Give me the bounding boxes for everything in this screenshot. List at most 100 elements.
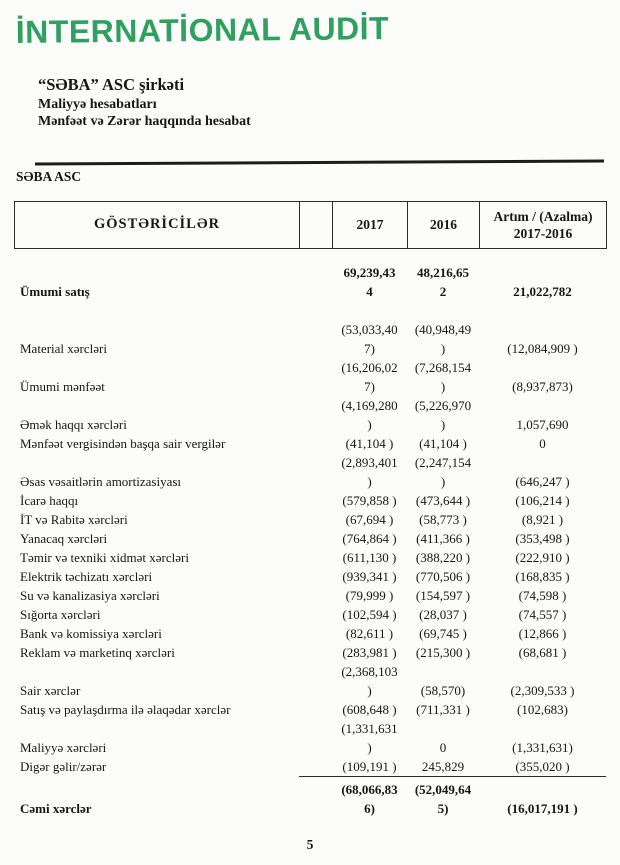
value-delta: 1,057,690 (516, 416, 569, 432)
value-delta: (2,309,533 ) (510, 682, 575, 698)
row-spacer (299, 529, 332, 548)
value-2016: (69,745 ) (419, 625, 467, 641)
row-label: Təmir və texniki xidmət xərcləri (20, 549, 189, 565)
value-delta: (355,020 ) (479, 756, 606, 777)
row-label: Su və kanalizasiya xərcləri (20, 587, 160, 603)
row-spacer (299, 567, 332, 586)
value-2016: 48,216,65 2 (417, 264, 469, 299)
value-delta: (1,331,631) (512, 739, 573, 755)
row-label: Satış və paylaşdırma ilə əlaqədar xərclə… (20, 701, 231, 717)
brand-title: İNTERNATİONAL AUDİT (15, 10, 390, 51)
value-delta: (8,937,873) (512, 378, 573, 394)
row-spacer (299, 719, 332, 757)
table-row: İT və Rabitə xərcləri (67,694 ) (58,773 ) (… (14, 510, 606, 529)
value-2017: (2,893,401) (341, 454, 398, 489)
value-2017: (764,864 ) (342, 530, 397, 546)
value-2017: (608,648 ) (342, 701, 397, 717)
row-spacer (299, 263, 332, 301)
table-row: Ümumi mənfəət (16,206,02 7) (7,268,154) (8,9… (14, 358, 606, 396)
value-2017: (2,368,103) (341, 663, 398, 698)
row-label: Digər gəlir/zərər (20, 759, 107, 775)
value-delta: (8,921 ) (521, 511, 564, 527)
row-label: Reklam və marketinq xərcləri (20, 644, 175, 660)
value-2016: (52,049,64 5) (414, 781, 472, 816)
table-row: Sair xərclər (2,368,103) (58,570) (2,309,53… (14, 662, 606, 700)
row-spacer (299, 776, 332, 818)
row-label: Elektrik təchizatı xərcləri (20, 568, 153, 584)
value-2016: 0 (439, 739, 447, 755)
value-delta: (646,247 ) (515, 473, 570, 489)
company-block: “SƏBA” ASC şirkəti Maliyyə hesabatları M… (38, 75, 606, 131)
value-2017: 69,239,43 4 (343, 264, 396, 299)
statement-body-table: Ümumi satış 69,239,43 4 48,216,65 2 21,022,78… (14, 263, 606, 818)
value-2016: (388,220 ) (415, 549, 471, 565)
value-2017: (611,130 ) (342, 549, 397, 565)
value-2017: (283,981 ) (342, 644, 397, 660)
column-header-2016: 2016 (407, 200, 480, 249)
value-2017: (4,169,280) (341, 397, 398, 432)
column-header-delta-line2: 2017-2016 (513, 225, 573, 241)
value-2016: (5,226,970) (414, 397, 472, 432)
table-row: Cəmi xərclər (68,066,83 6) (52,049,64 5) (16,… (14, 776, 606, 818)
value-2017: (53,033,40 7) (341, 321, 398, 356)
row-spacer (299, 700, 332, 719)
statement-body: Ümumi satış 69,239,43 4 48,216,65 2 21,022,78… (14, 263, 606, 818)
row-spacer (299, 396, 332, 434)
value-delta: (12,866 ) (518, 625, 567, 641)
row-spacer (299, 548, 332, 567)
row-label: Ümumi mənfəət (20, 378, 105, 394)
row-label: Əmək haqqı xərcləri (20, 416, 127, 432)
row-label: Cəmi xərclər (20, 800, 92, 816)
value-delta: (12,084,909 ) (507, 340, 578, 356)
table-row: Yanacaq xərcləri (764,864 ) (411,366 ) (353… (14, 529, 606, 548)
table-row: Digər gəlir/zərər (109,191 ) 245,829 (355,0… (14, 756, 606, 777)
value-delta: (16,017,191 ) (507, 800, 578, 816)
value-2017: (67,694 ) (345, 511, 394, 527)
value-2017: (1,331,631) (341, 720, 398, 755)
table-row: Reklam və marketinq xərcləri (283,981 ) (2… (14, 643, 606, 662)
value-2017: (16,206,02 7) (341, 359, 398, 394)
value-2016: (770,506 ) (415, 568, 471, 584)
table-row: Əsas vəsaitlərin amortizasiyası (2,893,40… (14, 453, 606, 491)
value-delta: (68,681 ) (518, 644, 567, 660)
value-delta: (74,557 ) (518, 606, 567, 622)
value-delta: (106,214 ) (515, 492, 570, 508)
row-spacer (299, 605, 332, 624)
value-delta: (74,598 ) (518, 587, 567, 603)
row-spacer (299, 586, 332, 605)
row-label: Əsas vəsaitlərin amortizasiyası (20, 473, 182, 489)
divider-line (34, 159, 605, 166)
column-header-delta: Artım / (Azalma) 2017-2016 (479, 200, 607, 249)
table-row: Bank və komissiya xərcləri (82,611 ) (69,7… (14, 624, 606, 643)
table-row: Elektrik təchizatı xərcləri (939,341 ) (77… (14, 567, 606, 586)
row-spacer (299, 434, 332, 453)
row-spacer (299, 643, 332, 662)
row-label: Yanacaq xərcləri (20, 530, 108, 546)
value-2017: (79,999 ) (345, 587, 394, 603)
page-number: 5 (306, 836, 314, 852)
table-row: Material xərcləri (53,033,40 7) (40,948,49)… (14, 301, 606, 358)
statement-header-table: GÖSTƏRİCİLƏR 2017 2016 Artım / (Azalma) … (14, 200, 607, 249)
row-spacer (299, 491, 332, 510)
value-2017: (109,191 ) (332, 756, 407, 777)
row-label: Bank və komissiya xərcləri (20, 625, 162, 641)
value-delta: (222,910 ) (515, 549, 570, 565)
section-label: SƏBA ASC (16, 168, 82, 184)
row-spacer (299, 453, 332, 491)
value-2016: (58,570) (420, 682, 466, 698)
value-2017: (939,341 ) (342, 568, 397, 584)
row-spacer (299, 510, 332, 529)
value-2016: (711,331 ) (416, 701, 470, 717)
row-spacer (299, 624, 332, 643)
row-label: İcarə haqqı (20, 492, 79, 508)
table-row: Ümumi satış 69,239,43 4 48,216,65 2 21,022,78… (14, 263, 606, 301)
value-2016: (58,773 ) (419, 511, 467, 527)
column-header-spacer (299, 200, 333, 249)
row-spacer (299, 756, 332, 777)
column-header-2017: 2017 (332, 200, 408, 249)
value-2016: (154,597 ) (415, 587, 471, 603)
row-label: Sığorta xərcləri (20, 606, 101, 622)
value-delta: 0 (539, 435, 546, 451)
table-row: Sığorta xərcləri (102,594 ) (28,037 ) (74,5… (14, 605, 606, 624)
